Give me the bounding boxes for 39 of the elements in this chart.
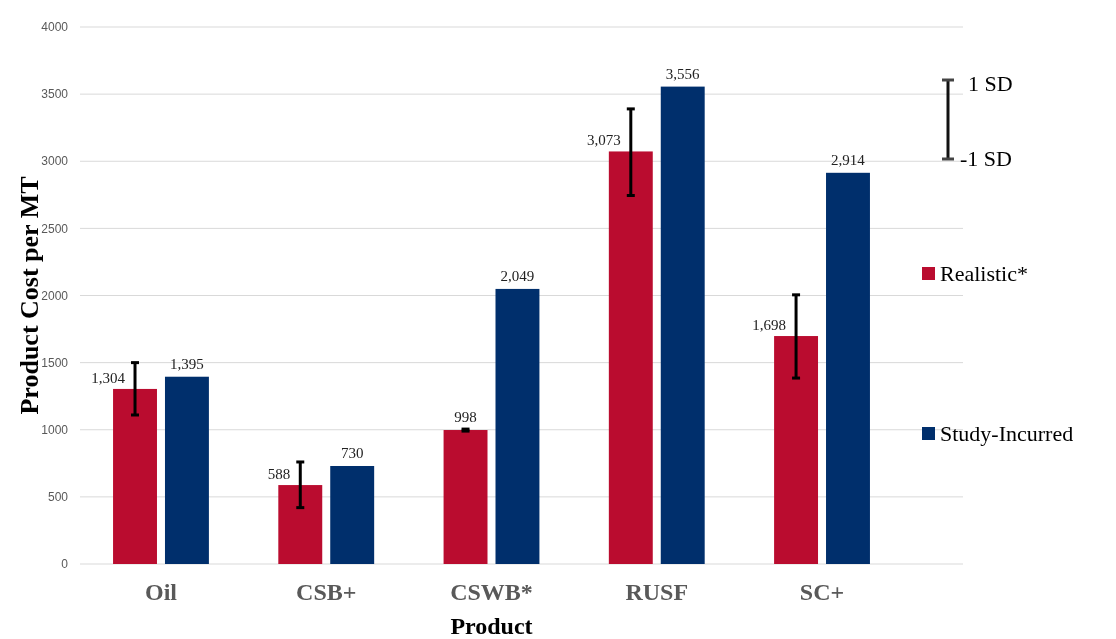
text: 1 SD bbox=[968, 71, 1013, 96]
bar bbox=[774, 336, 819, 564]
data-label: 1,395 bbox=[170, 355, 204, 372]
y-tick-label: 2500 bbox=[41, 221, 69, 236]
x-tick-label: CSWB* bbox=[450, 579, 533, 605]
bar bbox=[113, 388, 157, 564]
legend-label: Realistic* bbox=[940, 260, 1028, 286]
data-label: 1,698 bbox=[752, 317, 787, 334]
bar bbox=[164, 376, 209, 564]
x-tick-label: RUSF bbox=[625, 579, 689, 605]
data-label: 1,304 bbox=[91, 369, 126, 386]
data-label: 998 bbox=[454, 409, 477, 426]
y-tick-label: 500 bbox=[47, 490, 69, 505]
bar bbox=[608, 151, 653, 564]
data-label: 3,556 bbox=[665, 65, 701, 82]
bar bbox=[495, 288, 540, 564]
bar bbox=[443, 430, 488, 564]
data-label: 2,914 bbox=[831, 151, 866, 168]
y-tick-label: 1500 bbox=[41, 355, 69, 370]
y-tick-label: 0 bbox=[61, 557, 69, 572]
y-tick-label: 3000 bbox=[41, 154, 69, 169]
y-tick-label: 1000 bbox=[41, 422, 69, 437]
bar bbox=[278, 485, 323, 564]
y-tick-label: 2000 bbox=[41, 288, 69, 303]
y-tick-label: 3500 bbox=[41, 87, 69, 102]
data-label: 588 bbox=[267, 466, 291, 483]
x-tick-label: CSB+ bbox=[296, 579, 357, 605]
data-label: 3,073 bbox=[587, 132, 621, 149]
annotation: -1 SD bbox=[960, 146, 1012, 171]
bar bbox=[660, 86, 705, 564]
x-axis-title: Product bbox=[450, 613, 533, 639]
x-tick-label: SC+ bbox=[799, 579, 845, 605]
bar bbox=[826, 172, 870, 564]
bar bbox=[330, 466, 375, 564]
legend-label: Study-Incurred bbox=[940, 420, 1074, 446]
data-label: 730 bbox=[340, 445, 364, 461]
data-label: 2,049 bbox=[500, 267, 535, 284]
x-tick-label: Oil bbox=[144, 579, 178, 605]
y-tick-label: 4000 bbox=[41, 20, 69, 35]
